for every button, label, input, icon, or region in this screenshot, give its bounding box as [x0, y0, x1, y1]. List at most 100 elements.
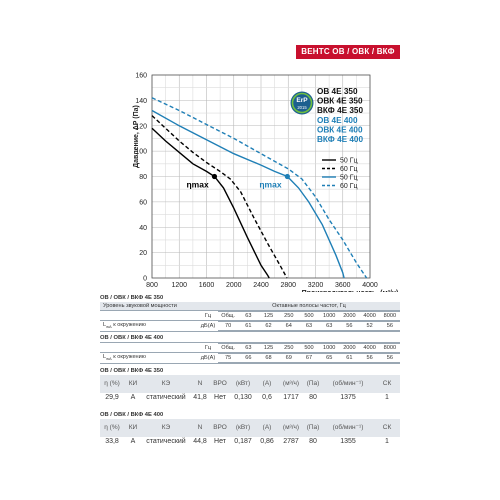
- legend-label: 50 Гц: [340, 158, 358, 165]
- level-label: Уровень звуковой мощности: [103, 303, 177, 309]
- spec-value-cell: 0,187: [234, 438, 252, 445]
- model-name: ОВ 4Е 400: [317, 116, 358, 125]
- legend-label: 60 Гц: [340, 166, 358, 173]
- hz-label: Гц: [198, 342, 218, 353]
- y-tick-label: 120: [135, 123, 147, 130]
- chart-labels: ηmax ηmax: [186, 180, 281, 190]
- y-tick-label: 20: [139, 250, 147, 257]
- unit: дБ(A): [198, 351, 218, 365]
- sound-table-400: ОВ / ОВК / ВКФ 4Е 400 Гц Общ. 63 125 250 500…: [100, 335, 400, 365]
- spec-value-cell: 1: [385, 438, 389, 445]
- spec-header-cell: СК: [382, 424, 392, 431]
- series-line-0: [151, 127, 270, 279]
- x-tick-label: 1600: [199, 282, 215, 289]
- spec-value-cell: A: [130, 394, 136, 401]
- spec-header-cell: ВРО: [213, 424, 227, 431]
- y-tick-label: 0: [143, 276, 147, 283]
- erp-badge-year: 2015: [297, 105, 307, 110]
- spec-value-cell: 44,8: [193, 438, 207, 445]
- sound-band-value: 63: [298, 321, 320, 332]
- spec-header-cell: (А): [262, 380, 272, 387]
- y-tick-label: 160: [135, 73, 147, 80]
- performance-chart: 800 1200 1600 2000 2400 2800 3200 3600 4000 0 20 40…: [133, 73, 399, 293]
- spec-value-cell: 1717: [283, 394, 299, 401]
- x-axis-label: Производительность, (м³/ч): [302, 290, 399, 292]
- y-tick-label: 140: [135, 98, 147, 105]
- hz-label: Гц: [198, 310, 218, 321]
- spec-value-cell: статический: [146, 438, 186, 445]
- sound-band-header: 250: [278, 343, 299, 352]
- spec-header-cell: (об/мин⁻¹): [332, 424, 364, 431]
- sound-band-header: 125: [258, 343, 279, 352]
- unit: дБ(A): [198, 319, 218, 333]
- spec-table-title: ОВ / ОВК / ВКФ 4Е 350: [100, 368, 164, 374]
- spec-value-cell: 0,86: [260, 438, 274, 445]
- spec-value-cell: 0,6: [262, 394, 272, 401]
- sound-band-header: Общ.: [218, 343, 239, 352]
- sound-table-title: ОВ / ОВК / ВКФ 4Е 350: [100, 295, 164, 301]
- series-badge: ВЕНТС ОВ / ОВК / ВКФ: [296, 45, 400, 59]
- spec-value-cell: 80: [309, 438, 317, 445]
- sound-band-value: 65: [319, 353, 340, 364]
- sound-band-header: Общ.: [218, 311, 239, 320]
- model-name: ВКФ 4Е 400: [317, 135, 363, 144]
- spec-value-cell: статический: [146, 394, 186, 401]
- y-axis-label: Давление, ΔP (Па): [133, 105, 140, 168]
- spec-header-cell: КЭ: [161, 380, 171, 387]
- spec-table-350: ОВ / ОВК / ВКФ 4Е 350 η (%) КИ КЭ N ВРО (кВт)…: [100, 368, 400, 403]
- chart-curves: [151, 97, 368, 279]
- y-tick-label: 100: [135, 149, 147, 156]
- spec-header-cell: N: [197, 380, 203, 387]
- sound-band-header: 4000: [359, 311, 380, 320]
- sound-band-value: 68: [258, 353, 279, 364]
- sound-band-header: 1000: [319, 343, 340, 352]
- sound-band-header: 125: [258, 311, 279, 320]
- x-tick-label: 2000: [226, 282, 242, 289]
- sound-band-header: 2000: [339, 343, 360, 352]
- sound-band-header: 500: [298, 343, 320, 352]
- sound-band-value: 64: [278, 321, 299, 332]
- spec-header-cell: КИ: [128, 424, 138, 431]
- spec-header-cell: η (%): [104, 424, 120, 431]
- spec-value-cell: 80: [309, 394, 317, 401]
- sound-band-value: 63: [319, 321, 340, 332]
- erp-badge-ring: [291, 92, 313, 114]
- spec-table-400: ОВ / ОВК / ВКФ 4Е 400 η (%) КИ КЭ N ВРО (кВт)…: [100, 412, 400, 447]
- plot-frame: [151, 74, 371, 279]
- sound-band-value: 75: [218, 353, 239, 364]
- spec-value-cell: 0,130: [234, 394, 252, 401]
- spec-header-cell: η (%): [104, 380, 120, 387]
- x-tick-label: 2800: [280, 282, 296, 289]
- spec-header-cell: КЭ: [161, 424, 171, 431]
- row-label: LwA к окружению: [100, 351, 198, 365]
- sound-band-value: 62: [258, 321, 279, 332]
- spec-header-cell: КИ: [128, 380, 138, 387]
- spec-header-cell: (А): [262, 424, 272, 431]
- spec-value-cell: 2787: [283, 438, 299, 445]
- legend-label: 60 Гц: [340, 183, 358, 190]
- spec-table-title: ОВ / ОВК / ВКФ 4Е 400: [100, 412, 164, 418]
- model-name: ОВК 4Е 400: [317, 126, 363, 135]
- eta-max-point: [284, 173, 290, 180]
- eta-max-label: ηmax: [259, 180, 281, 190]
- spec-header-cell: (об/мин⁻¹): [332, 380, 364, 387]
- sound-band-value: 52: [359, 321, 380, 332]
- sound-band-header: 2000: [339, 311, 360, 320]
- spec-header-cell: N: [197, 424, 203, 431]
- y-tick-label: 80: [139, 174, 147, 181]
- sound-table-title: ОВ / ОВК / ВКФ 4Е 400: [100, 335, 164, 341]
- spec-header-cell: (м³/ч): [282, 380, 300, 387]
- sound-band-header: 8000: [379, 311, 400, 320]
- model-name: ВКФ 4Е 350: [317, 106, 363, 115]
- spec-value-cell: 1355: [340, 438, 356, 445]
- sound-band-value: 66: [238, 353, 259, 364]
- x-tick-label: 2400: [253, 282, 269, 289]
- x-tick-label: 4000: [362, 282, 378, 289]
- sound-band-header: 1000: [319, 311, 340, 320]
- y-tick-label: 60: [139, 199, 147, 206]
- spec-value-cell: 1: [385, 394, 389, 401]
- erp-badge-text: ErP: [296, 97, 308, 104]
- sound-band-value: 56: [339, 321, 360, 332]
- spec-header-cell: СК: [382, 380, 392, 387]
